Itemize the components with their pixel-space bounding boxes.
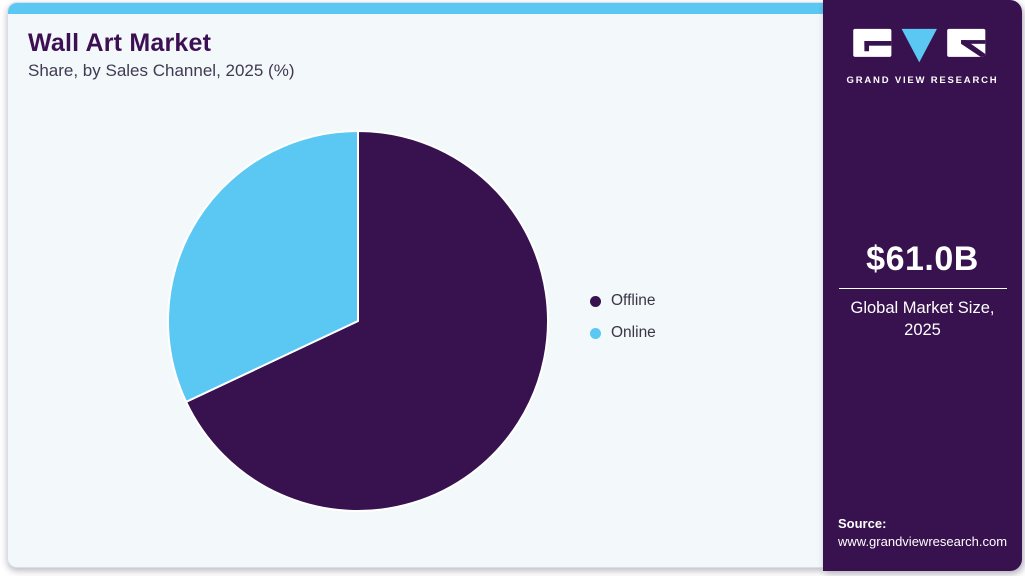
market-size-caption-line2: 2025 xyxy=(904,321,941,340)
legend-swatch-offline-icon xyxy=(590,295,601,307)
gvr-v-triangle-icon xyxy=(901,28,937,63)
legend-item-online: Online xyxy=(590,323,656,343)
brand-name: GRAND VIEW RESEARCH xyxy=(846,75,999,86)
pie-chart xyxy=(164,127,552,515)
chart-card: Wall Art Market Share, by Sales Channel,… xyxy=(7,2,825,568)
market-size-block: $61.0B Global Market Size, 2025 xyxy=(823,240,1022,342)
page-title: Wall Art Market xyxy=(28,29,212,57)
market-size-caption-line1: Global Market Size, xyxy=(850,299,995,317)
pie-chart-svg xyxy=(167,130,549,512)
source-block: Source: www.grandviewresearch.com xyxy=(838,516,1007,549)
page-subtitle: Share, by Sales Channel, 2025 (%) xyxy=(28,61,295,80)
gvr-logo: GRAND VIEW RESEARCH xyxy=(823,28,1022,86)
legend-item-offline: Offline xyxy=(590,291,656,311)
gvr-g-block-icon xyxy=(852,28,891,57)
source-url: www.grandviewresearch.com xyxy=(838,534,1008,549)
market-size-caption: Global Market Size, 2025 xyxy=(823,297,1022,342)
pie-slice-offline xyxy=(185,130,549,512)
legend-label-online: Online xyxy=(611,324,656,341)
legend-label-offline: Offline xyxy=(611,292,656,309)
chart-legend: Offline Online xyxy=(590,291,656,355)
market-size-value: $61.0B xyxy=(866,240,979,278)
accent-top-bar xyxy=(8,3,824,14)
gvr-r-block-icon xyxy=(946,28,985,57)
pie-slice-online xyxy=(167,130,359,403)
gvr-logo-icon xyxy=(852,28,985,63)
brand-sidebar: GRAND VIEW RESEARCH $61.0B Global Market… xyxy=(823,0,1022,571)
legend-swatch-online-icon xyxy=(590,327,601,339)
market-size-divider xyxy=(838,288,1007,289)
source-label: Source: xyxy=(838,516,887,531)
